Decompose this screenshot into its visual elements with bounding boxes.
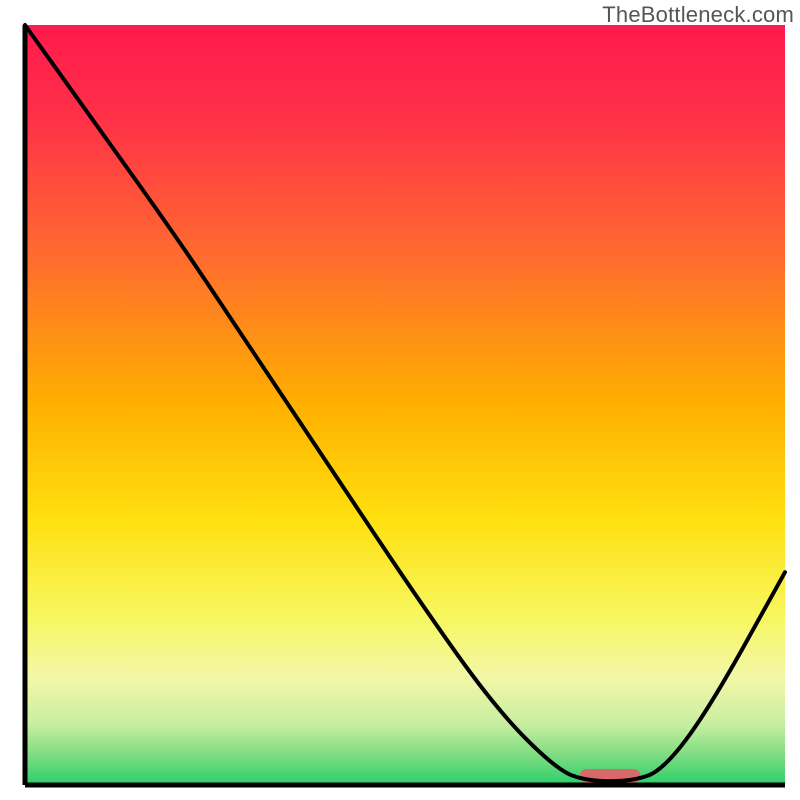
- bottleneck-chart: TheBottleneck.com: [0, 0, 800, 800]
- chart-svg: [0, 0, 800, 800]
- watermark-text: TheBottleneck.com: [602, 2, 794, 28]
